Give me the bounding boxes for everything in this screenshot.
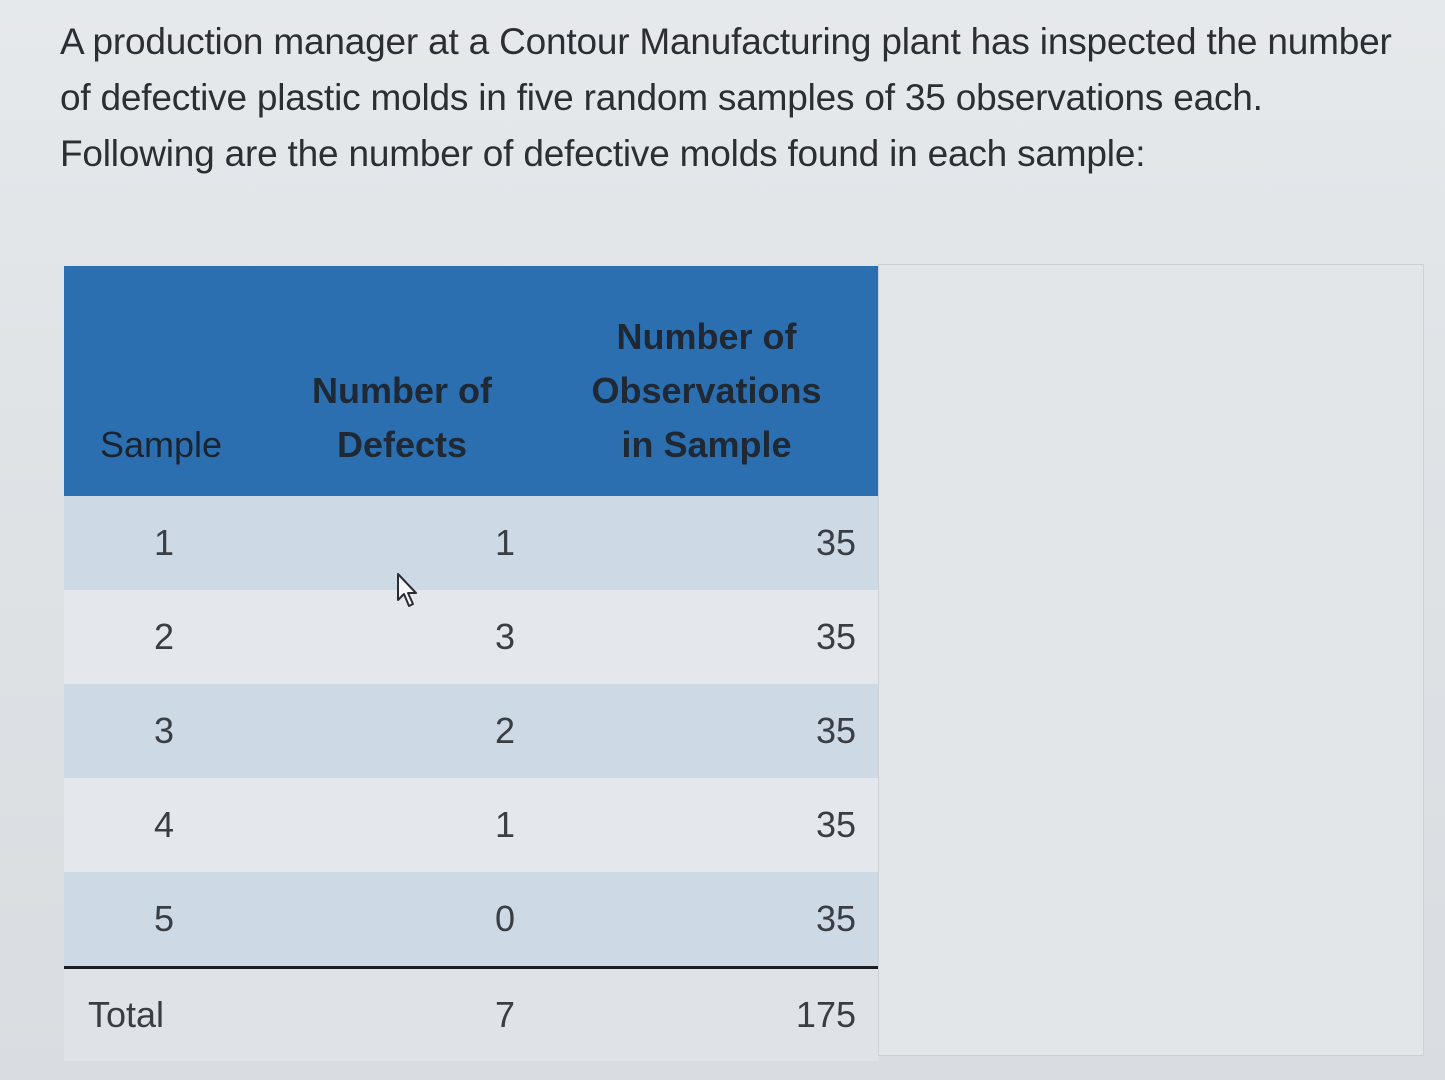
cell-observations: 35: [535, 496, 878, 590]
question-text: A production manager at a Contour Manufa…: [60, 21, 1392, 174]
table-row: 1 1 35: [64, 496, 878, 590]
total-label: Total: [64, 966, 269, 1061]
total-observations: 175: [535, 966, 878, 1061]
mouse-pointer-icon: [397, 573, 417, 607]
header-sample: Sample: [64, 266, 269, 496]
header-observations: Number of Observations in Sample: [535, 266, 878, 496]
cell-sample: 3: [64, 684, 269, 778]
cell-defects: 3: [269, 590, 535, 684]
cell-sample: 5: [64, 872, 269, 968]
table-row: 2 3 35: [64, 590, 878, 684]
cell-defects: 1: [269, 778, 535, 872]
cell-defects: 2: [269, 684, 535, 778]
total-defects: 7: [269, 966, 535, 1061]
header-defects-line1: Number of: [312, 370, 492, 411]
header-obs-line2: Observations: [591, 370, 822, 411]
cell-sample: 4: [64, 778, 269, 872]
cell-observations: 35: [535, 590, 878, 684]
cell-observations: 35: [535, 778, 878, 872]
defects-table: Sample Number of Defects Number of Obser…: [64, 266, 878, 1061]
header-obs-line3: in Sample: [621, 424, 792, 465]
cell-sample: 1: [64, 496, 269, 590]
cell-defects: 0: [269, 872, 535, 968]
cell-observations: 35: [535, 684, 878, 778]
header-defects-line2: Defects: [336, 424, 468, 465]
side-panel: [878, 264, 1424, 1056]
cell-sample: 2: [64, 590, 269, 684]
header-obs-line1: Number of: [616, 316, 797, 357]
table-row: 4 1 35: [64, 778, 878, 872]
total-row: Total 7 175: [64, 966, 878, 1061]
cell-observations: 35: [535, 872, 878, 968]
table-row: 5 0 35: [64, 872, 878, 968]
table-header-row: Sample Number of Defects Number of Obser…: [64, 266, 878, 496]
cell-defects: 1: [269, 496, 535, 590]
header-defects: Number of Defects: [269, 266, 535, 496]
table-row: 3 2 35: [64, 684, 878, 778]
